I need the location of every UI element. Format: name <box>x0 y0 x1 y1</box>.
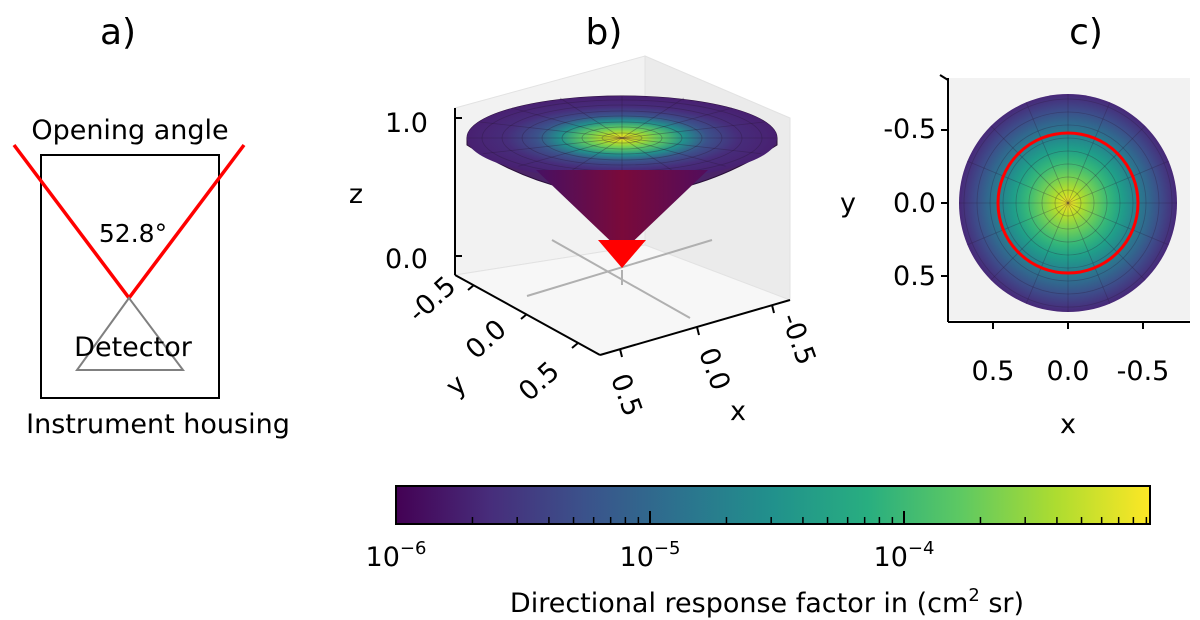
panel-b: b) <box>349 12 822 427</box>
axis-corner <box>939 74 949 81</box>
detector-label: Detector <box>74 332 193 363</box>
panel-a: a) Opening angle 52.8° Detector Instrume… <box>12 12 290 440</box>
z-tick-label: 0.0 <box>385 244 428 275</box>
x-axis-line <box>599 299 791 356</box>
y-axis-label: y <box>840 188 856 219</box>
y-tick-label: -0.5 <box>883 114 936 145</box>
panel-c: c) -0.5 0.0 0.5 y 0.5 <box>840 12 1190 440</box>
y-tick <box>571 342 579 349</box>
colorbar-gradient <box>395 485 1151 525</box>
cone-edge-right <box>127 143 246 300</box>
response-map <box>959 94 1177 312</box>
y-tick-label: 0.0 <box>893 188 936 219</box>
z-axis-label: z <box>349 179 363 210</box>
instrument-housing <box>40 154 220 399</box>
y-axis-label: y <box>440 369 473 403</box>
x-tick <box>619 348 623 358</box>
x-tick-label: 0.0 <box>692 344 736 395</box>
colorbar: 10−6 10−5 10−4 Directional response factor… <box>366 485 1151 619</box>
x-tick <box>771 304 775 314</box>
y-tick-label: -0.5 <box>402 271 462 329</box>
panel-b-label: b) <box>586 12 623 53</box>
x-tick-label: 0.5 <box>972 356 1015 387</box>
response-cone <box>536 170 708 252</box>
panel-c-label: c) <box>1069 12 1103 53</box>
y-tick-label: 0.5 <box>893 261 936 292</box>
colorbar-tick-label: 10−5 <box>620 538 681 573</box>
colorbar-label: Directional response factor in (cm2 sr) <box>510 585 1024 619</box>
x-axis-label: x <box>1060 409 1076 440</box>
cone-edge-left <box>12 143 131 300</box>
cone-tip <box>598 240 646 268</box>
opening-angle-value: 52.8° <box>99 219 167 248</box>
detector-triangle <box>75 296 185 371</box>
opening-angle-circle <box>996 131 1140 275</box>
y-axis-line <box>454 274 601 356</box>
x-tick-label: 0.5 <box>604 370 648 421</box>
surface-mesh <box>467 96 777 177</box>
y-tick <box>467 284 475 291</box>
x-axis-label: x <box>730 396 746 427</box>
x-tick <box>696 326 700 336</box>
colorbar-minor-ticks <box>471 517 1148 524</box>
y-tick-label: 0.0 <box>460 314 513 366</box>
colorbar-label-end: sr) <box>980 588 1024 619</box>
opening-angle-label: Opening angle <box>31 115 228 146</box>
x-tick-label: -0.5 <box>774 309 821 369</box>
colorbar-tick-label: 10−4 <box>874 538 935 573</box>
panel-a-label: a) <box>100 12 136 53</box>
y-tick-label: 0.5 <box>513 356 566 408</box>
x-tick-label: -0.5 <box>1117 356 1170 387</box>
colorbar-major-ticks: 10−6 10−5 10−4 <box>366 511 935 573</box>
grid-line <box>526 239 713 297</box>
colorbar-tick-label: 10−6 <box>366 538 427 573</box>
x-tick-label: 0.0 <box>1047 356 1090 387</box>
map-mesh <box>959 94 1177 312</box>
y-tick <box>520 313 528 320</box>
colorbar-label-superscript: 2 <box>968 585 979 606</box>
response-surface-top <box>467 96 777 180</box>
instrument-housing-label: Instrument housing <box>26 409 290 440</box>
z-tick-label: 1.0 <box>385 108 428 139</box>
colorbar-label-main: Directional response factor in (cm <box>510 588 968 619</box>
